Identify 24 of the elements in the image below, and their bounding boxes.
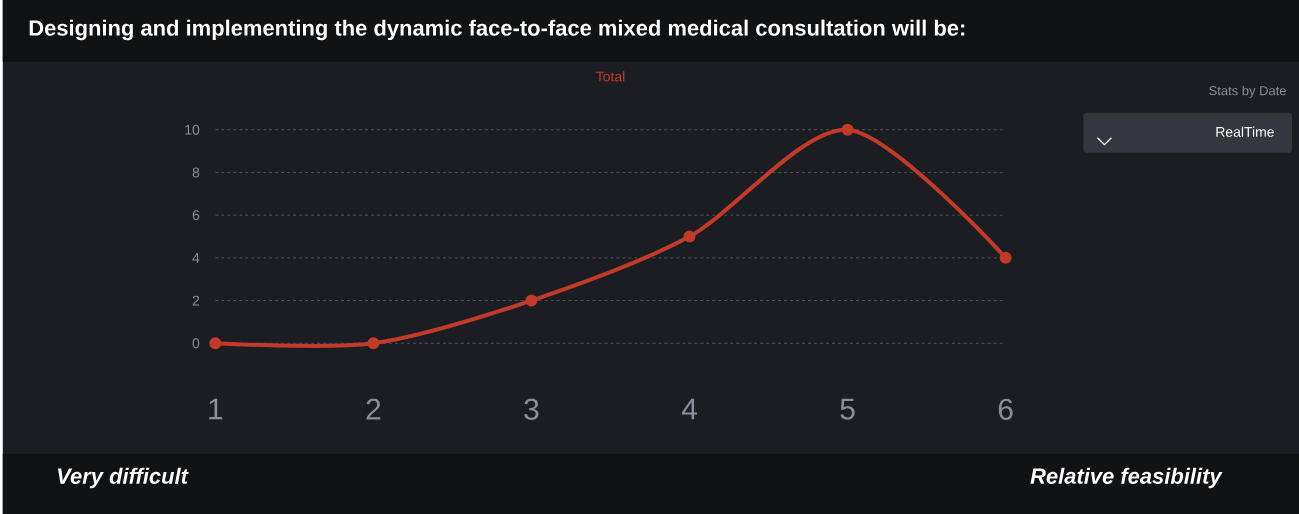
text: RealTime [1216,126,1274,137]
chart-title: Designing and implementing the dynamic face-to-face mixed medical consultation will be: [29,19,965,41]
text: Stats by Date [1209,85,1286,98]
point [999,251,1012,264]
text: Very difficult [58,467,189,489]
point [209,337,222,350]
y-tick-label: 0 [192,338,200,349]
point [841,123,854,136]
point [683,230,696,243]
x-tick-label: 4 [681,398,697,420]
y-tick-label: 10 [185,124,200,135]
point [525,294,538,307]
y-tick-label: 4 [192,253,200,263]
y-tick-label: 2 [192,295,200,306]
x-tick-label: 3 [524,398,539,420]
x-tick-label: 2 [366,398,381,420]
y-tick-label: 6 [192,210,200,221]
point [367,337,380,350]
y-tick-label: 8 [192,167,200,178]
text: Total [596,71,625,82]
x-tick-label: 5 [840,398,855,420]
x-tick-label: 1 [209,398,223,420]
x-tick-label: 6 [998,398,1013,420]
text: Relative feasibility [1030,467,1223,489]
